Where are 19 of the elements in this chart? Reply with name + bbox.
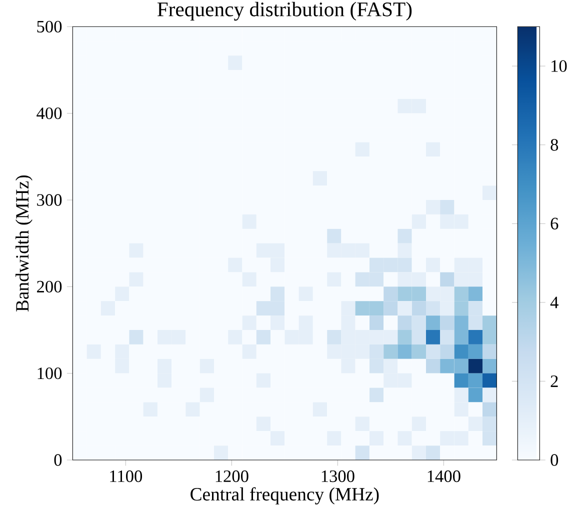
y-tick-label: 100 [38,367,62,380]
color-bar-label: 4 [550,296,558,308]
x-axis-title: Central frequency (MHz) [190,487,379,504]
x-tick-label: 1200 [216,470,248,482]
color-bar-label: 2 [550,375,558,387]
y-tick-label: 0 [54,454,62,466]
y-tick-label: 200 [37,280,62,293]
x-tick-label: 1400 [428,470,460,482]
chart-title: Frequency distribution (FAST) [157,2,412,21]
color-bar-label: 10 [552,60,567,72]
y-tick-label: 500 [37,20,62,33]
x-tick-label: 1100 [110,470,142,482]
y-tick-label: 400 [36,107,62,120]
y-axis-title: Bandwidth (MHz) [16,175,32,312]
x-tick-label: 1300 [322,470,354,482]
color-bar-label: 6 [550,218,558,230]
color-bar-label: 8 [550,139,558,151]
color-bar-label: 0 [550,454,558,466]
y-tick-label: 300 [37,194,62,206]
